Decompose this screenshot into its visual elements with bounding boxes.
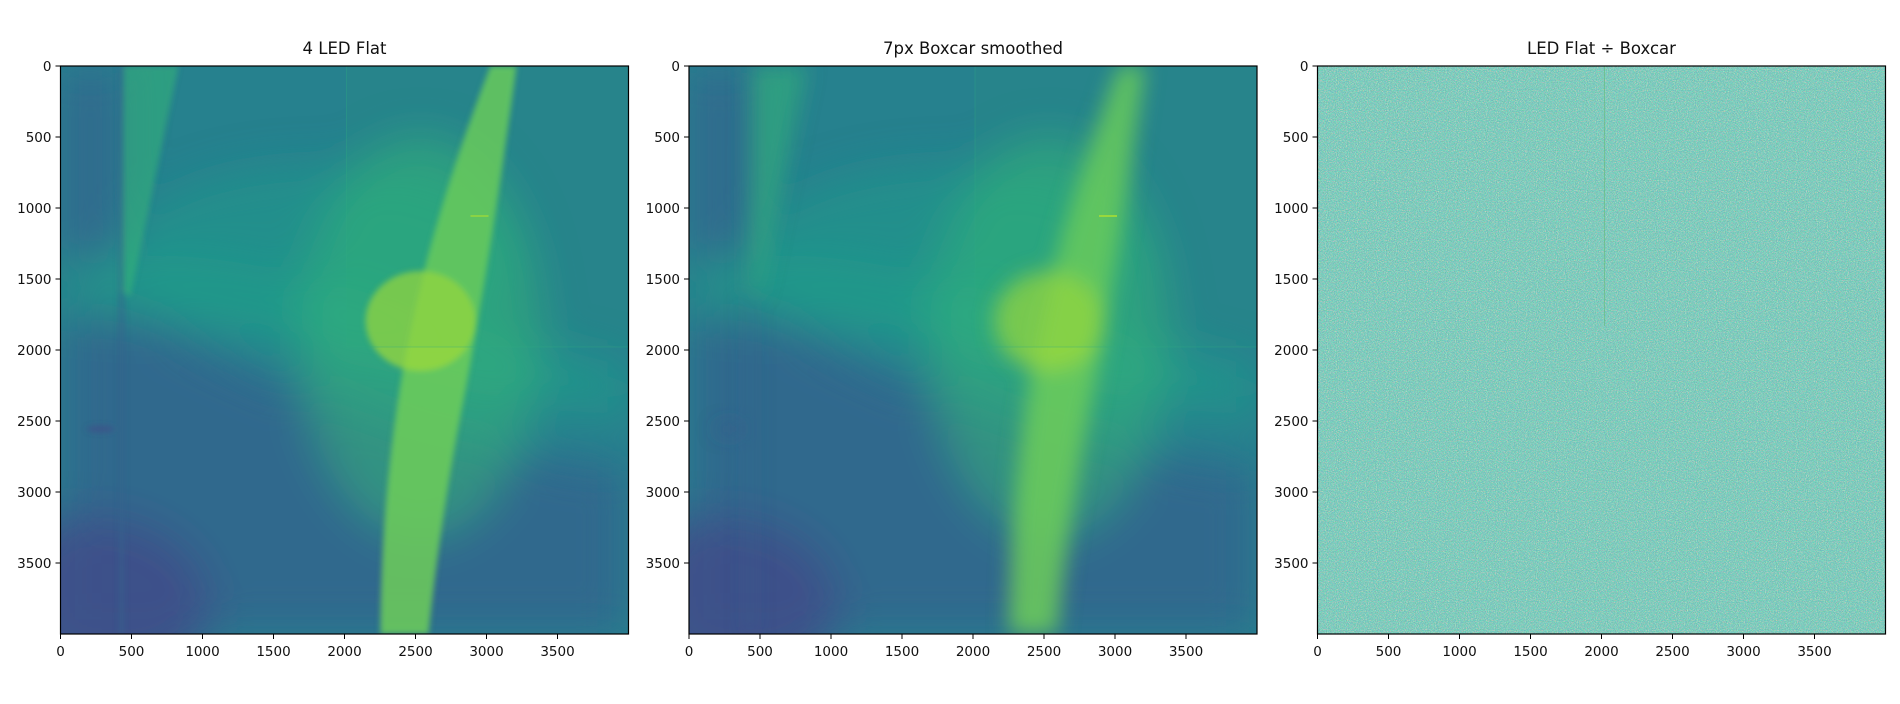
y-tick-label: 500 [1283, 130, 1309, 146]
x-tick-label: 1000 [814, 644, 848, 660]
y-tick-label: 500 [654, 130, 680, 146]
y-tick-label: 1000 [17, 201, 51, 217]
x-tick-label: 2000 [956, 644, 990, 660]
panel-3: LED Flat ÷ Boxcar 0 500 1000 1500 2000 2500 30… [1274, 39, 1885, 660]
x-tick-label: 0 [685, 644, 694, 660]
panel-3-title: LED Flat ÷ Boxcar [1527, 39, 1676, 58]
panel-2-image [599, 66, 1257, 696]
x-tick-label: 2000 [327, 644, 361, 660]
x-tick-label: 3000 [469, 644, 503, 660]
y-tick-label: 3000 [17, 485, 51, 501]
detector-quadrant [347, 66, 629, 347]
y-tick-label: 500 [26, 130, 52, 146]
y-tick-label: 2500 [17, 414, 51, 430]
x-tick-label: 500 [1376, 644, 1402, 660]
y-tick-label: 2000 [1274, 343, 1308, 359]
y-tick-label: 2500 [646, 414, 680, 430]
y-tick-label: 1000 [1274, 201, 1308, 217]
x-tick-label: 0 [56, 644, 65, 660]
y-tick-label: 1500 [646, 272, 680, 288]
y-tick-label: 0 [1300, 59, 1309, 75]
y-tick-label: 3500 [17, 556, 51, 572]
x-tick-label: 3000 [1098, 644, 1132, 660]
x-tick-label: 1500 [1513, 644, 1547, 660]
y-tick-label: 0 [671, 59, 680, 75]
x-tick-label: 500 [119, 644, 145, 660]
x-tick-label: 1500 [256, 644, 290, 660]
y-tick-label: 0 [43, 59, 52, 75]
panel-3-image [1318, 66, 1886, 634]
panel-1-title: 4 LED Flat [303, 39, 387, 58]
panel-2-title: 7px Boxcar smoothed [883, 39, 1063, 58]
x-tick-label: 500 [747, 644, 773, 660]
y-tick-label: 2000 [646, 343, 680, 359]
x-tick-label: 1500 [885, 644, 919, 660]
x-tick-label: 0 [1313, 644, 1322, 660]
y-tick-label: 2000 [17, 343, 51, 359]
x-tick-label: 2500 [398, 644, 432, 660]
y-tick-label: 1500 [1274, 272, 1308, 288]
y-tick-label: 3500 [646, 556, 680, 572]
y-tick-label: 3000 [1274, 485, 1308, 501]
panel-2: 7px Boxcar smoothed 0 500 1000 1500 2000 2500… [599, 39, 1257, 696]
x-tick-label: 3500 [540, 644, 574, 660]
x-tick-label: 1000 [1442, 644, 1476, 660]
y-tick-label: 3500 [1274, 556, 1308, 572]
x-tick-label: 3500 [1797, 644, 1831, 660]
x-tick-label: 1000 [185, 644, 219, 660]
panel-1: 4 LED Flat 0 500 1000 1500 2000 2500 3000 3500 … [0, 39, 629, 696]
panel-1-image [0, 66, 629, 696]
y-tick-label: 3000 [646, 485, 680, 501]
x-tick-label: 2500 [1027, 644, 1061, 660]
ratio-noise-field [1318, 66, 1886, 634]
x-tick-label: 3000 [1726, 644, 1760, 660]
y-tick-label: 1500 [17, 272, 51, 288]
y-tick-label: 1000 [646, 201, 680, 217]
detector-quadrant [975, 66, 1257, 347]
y-tick-label: 2500 [1274, 414, 1308, 430]
x-tick-label: 2500 [1655, 644, 1689, 660]
x-tick-label: 2000 [1584, 644, 1618, 660]
x-tick-label: 3500 [1169, 644, 1203, 660]
